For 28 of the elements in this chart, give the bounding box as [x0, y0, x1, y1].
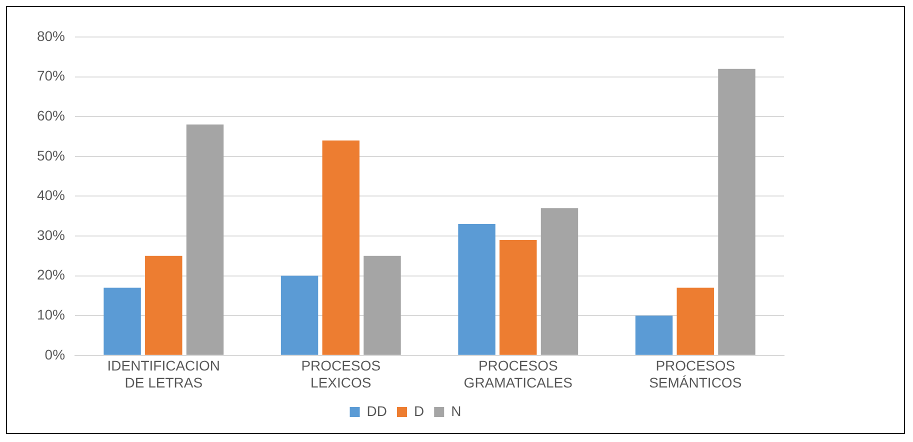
legend-label: DD [366, 402, 388, 419]
bar [186, 124, 224, 355]
y-tick-label: 30% [36, 226, 66, 243]
y-tick-label: 70% [36, 68, 66, 84]
x-tick-label: PROCESOS LEXICOS [301, 358, 381, 390]
bar [280, 276, 318, 355]
y-tick-label: 0% [44, 346, 66, 362]
y-tick-label: 40% [36, 187, 66, 204]
y-tick-label: 10% [36, 306, 66, 322]
bar [364, 256, 401, 355]
bar [322, 140, 360, 355]
bar [540, 208, 578, 355]
legend-label: N [451, 402, 462, 419]
bar [104, 288, 141, 355]
x-tick-label: IDENTIFICACION DE LETRAS [107, 358, 220, 390]
x-tick-label: PROCESOS GRAMATICALES [464, 358, 572, 390]
bar [676, 288, 714, 355]
bar [145, 256, 182, 355]
bar [635, 316, 673, 355]
bar [458, 224, 496, 355]
bar [500, 240, 537, 355]
x-tick-label: PROCESOS SEMÁNTICOS [649, 358, 742, 390]
y-tick-label: 80% [36, 28, 66, 44]
bar [718, 68, 756, 355]
legend-label: D [414, 402, 424, 419]
y-tick-label: 50% [36, 147, 66, 164]
y-tick-label: 60% [36, 107, 66, 124]
y-tick-label: 20% [36, 266, 66, 283]
